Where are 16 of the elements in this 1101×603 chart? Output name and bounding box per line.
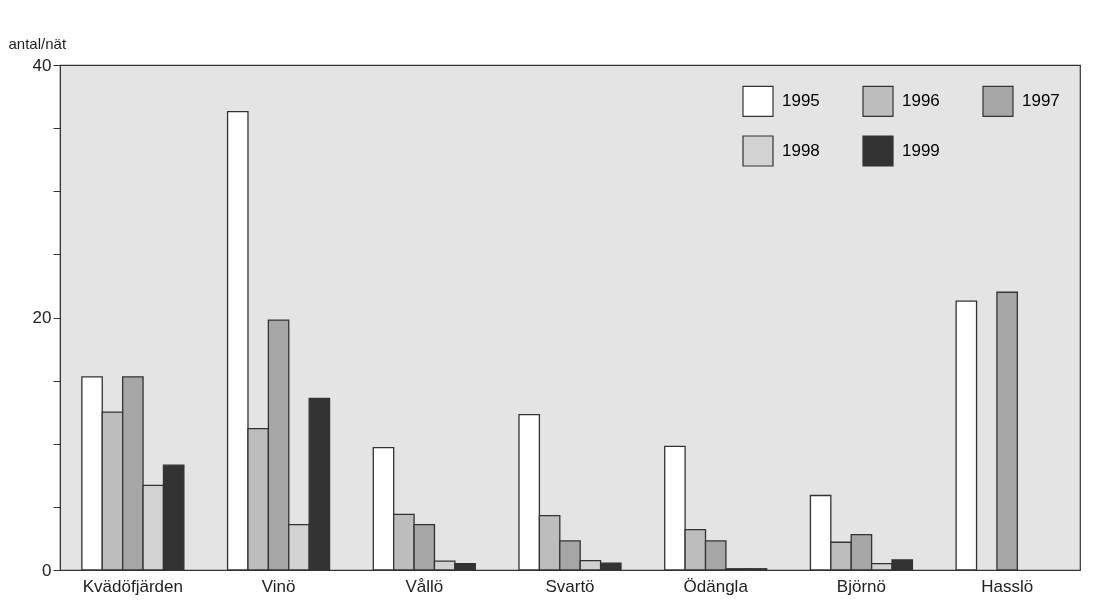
x-tick-label: Vållö — [405, 576, 444, 596]
legend-label: 1995 — [782, 91, 820, 111]
x-tick-label: Kvädöfjärden — [82, 576, 183, 596]
y-tick-label: 0 — [42, 560, 52, 580]
x-tick-label: Svartö — [545, 576, 595, 596]
legend-label: 1999 — [902, 141, 940, 160]
y-tick-label: 20 — [32, 308, 52, 327]
legend-label: 1998 — [782, 141, 820, 160]
y-tick-label: 40 — [32, 55, 52, 75]
x-tick-label: Björnö — [836, 576, 886, 596]
y-axis-title: antal/nät — [8, 34, 67, 52]
x-tick-label: Hasslö — [981, 576, 1034, 596]
x-tick-label: Ödängla — [683, 576, 749, 596]
legend-label: 1997 — [1022, 91, 1060, 111]
legend-label: 1996 — [902, 91, 940, 111]
x-tick-label: Vinö — [261, 576, 296, 596]
